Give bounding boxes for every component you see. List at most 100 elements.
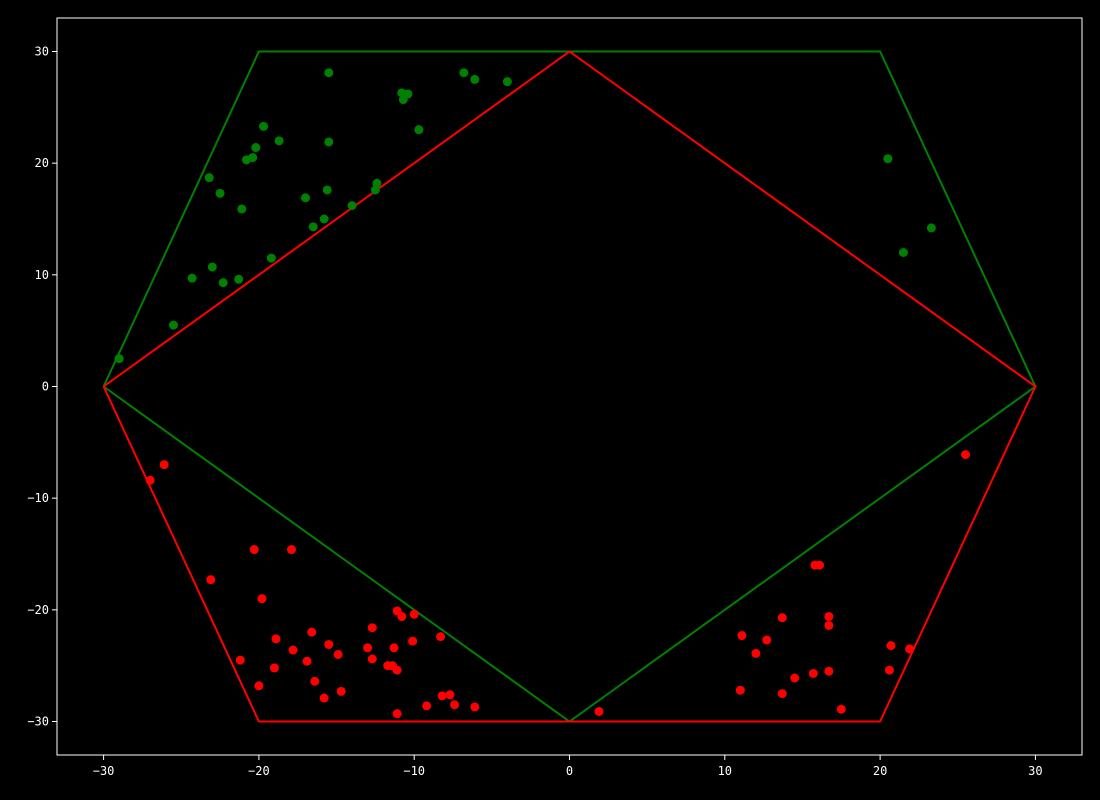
series-1-point-0	[145, 475, 155, 485]
x-tick-label: −30	[93, 764, 115, 778]
y-axis: −30 −20 −10 0 10 20 30	[27, 45, 57, 729]
series-1-point-29	[409, 609, 419, 619]
series-1-point-46	[815, 560, 825, 570]
polygon-line-1	[102, 50, 1037, 723]
series-1-point-2	[206, 575, 216, 585]
series-1-point-7	[269, 663, 279, 673]
x-tick-label: 20	[873, 764, 887, 778]
series-1-point-37	[735, 685, 745, 695]
series-0-point-17	[319, 214, 329, 224]
series-1-point-17	[336, 686, 346, 696]
series-1-point-27	[397, 612, 407, 622]
y-tick-label: 0	[42, 380, 49, 394]
series-1-point-23	[389, 643, 399, 653]
series-1-point-5	[254, 681, 264, 691]
series-0-point-20	[324, 68, 334, 78]
series-1-point-14	[319, 693, 329, 703]
series-1-point-43	[790, 673, 800, 683]
series-1-point-15	[324, 639, 334, 649]
series-1-point-39	[751, 648, 761, 658]
series-0-point-28	[459, 68, 469, 78]
series-0-point-23	[372, 178, 382, 188]
series-1-point-3	[235, 655, 245, 665]
series-1-point-54	[961, 450, 971, 460]
series-1-point-30	[422, 701, 432, 711]
series-0-point-13	[259, 121, 269, 131]
series-0-point-14	[274, 136, 284, 146]
series-0-point-7	[204, 173, 214, 183]
series-1-point-24	[392, 665, 402, 675]
series-1-point-47	[824, 612, 834, 622]
series-0-point-21	[347, 201, 357, 211]
series-1-point-35	[470, 702, 480, 712]
y-tick-label: 20	[35, 156, 49, 170]
series-1-point-18	[363, 643, 373, 653]
series-1-point-33	[445, 690, 455, 700]
series-0-point-9	[237, 204, 247, 214]
series-1-point-36	[594, 706, 604, 716]
series-1-point-51	[884, 665, 894, 675]
series-0-point-11	[248, 153, 258, 163]
series-0-point-1	[168, 320, 178, 330]
series-1-point-32	[437, 691, 447, 701]
series-1-point-50	[836, 704, 846, 714]
series-0-point-3	[207, 262, 217, 272]
y-tick-label: −30	[27, 715, 49, 729]
series-0-point-12	[251, 143, 261, 153]
x-tick-label: 10	[718, 764, 732, 778]
series-0-point-19	[324, 137, 334, 147]
y-tick-label: 10	[35, 268, 49, 282]
series-0-point-30	[502, 77, 512, 87]
series-1-point-53	[905, 644, 915, 654]
series-1-point-16	[333, 650, 343, 659]
series-0-point-4	[218, 278, 228, 288]
series-0-point-29	[470, 74, 480, 84]
x-axis: −30 −20 −10 0 10 20 30	[93, 755, 1043, 778]
series-1-point-44	[808, 668, 818, 678]
series-0-point-27	[414, 125, 424, 135]
series-1-point-40	[762, 635, 772, 645]
series-1-point-8	[271, 634, 281, 644]
series-0-point-0	[114, 354, 124, 364]
series-1-point-19	[367, 654, 377, 664]
series-0-point-6	[266, 253, 276, 263]
y-tick-label: −10	[27, 491, 49, 505]
series-0-point-15	[300, 193, 310, 203]
series-0-point-31	[883, 154, 893, 164]
series-1-point-34	[450, 700, 460, 710]
scatter-points	[114, 68, 971, 719]
x-tick-label: 0	[566, 764, 573, 778]
series-0-point-32	[898, 248, 908, 257]
series-1-point-31	[436, 632, 446, 642]
series-0-point-33	[926, 223, 936, 233]
series-1-point-42	[777, 689, 787, 699]
series-0-point-22	[370, 185, 380, 195]
series-0-point-26	[403, 89, 413, 99]
series-1-point-9	[287, 545, 297, 555]
series-0-point-2	[187, 273, 197, 283]
series-0-point-5	[234, 274, 244, 284]
polygon-line-0	[102, 50, 1037, 723]
series-1-point-28	[408, 636, 418, 646]
series-0-point-8	[215, 188, 225, 198]
series-0-point-18	[322, 185, 332, 195]
y-tick-label: 30	[35, 45, 49, 59]
x-tick-label: −20	[248, 764, 270, 778]
series-1-point-52	[886, 641, 896, 651]
series-0-point-16	[308, 222, 318, 232]
series-1-point-10	[288, 645, 298, 655]
series-1-point-38	[737, 631, 747, 641]
series-1-point-26	[392, 709, 402, 719]
series-1-point-13	[310, 676, 320, 686]
series-1-point-11	[302, 656, 312, 666]
series-1-point-49	[824, 666, 834, 676]
series-1-point-41	[777, 613, 787, 623]
series-1-point-1	[159, 460, 169, 470]
series-1-point-6	[257, 594, 267, 604]
series-1-point-12	[307, 627, 317, 637]
x-tick-label: 30	[1028, 764, 1042, 778]
polygon-lines	[102, 50, 1037, 723]
x-tick-label: −10	[403, 764, 425, 778]
